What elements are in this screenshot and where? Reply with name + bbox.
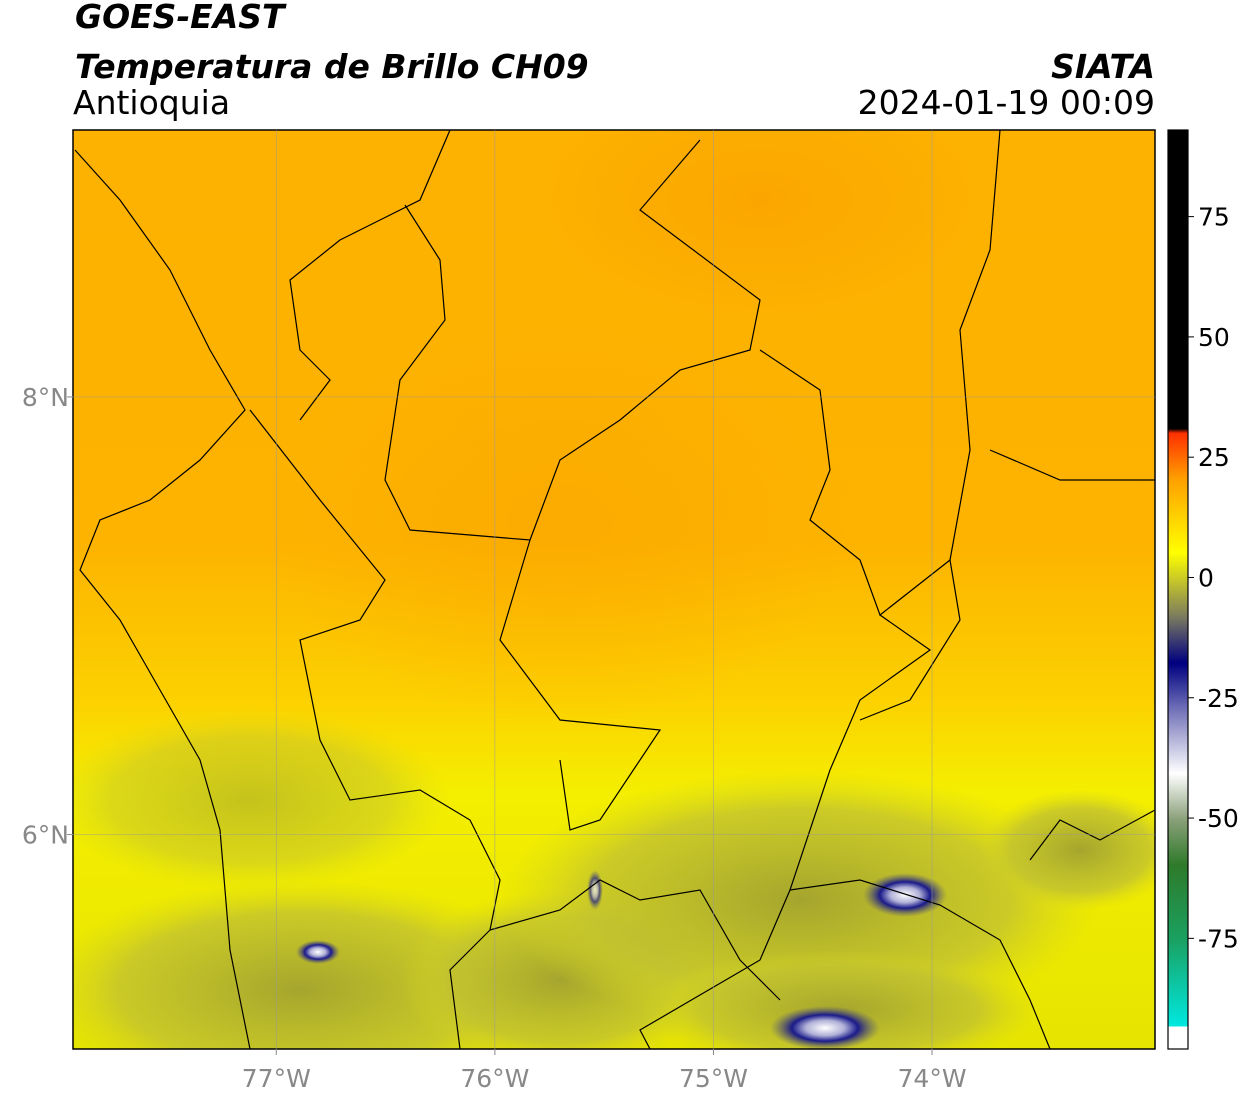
agency: SIATA: [1051, 47, 1155, 86]
colorbar-tick-label: 25: [1198, 443, 1230, 472]
x-tick-label: 74°W: [898, 1064, 967, 1093]
x-tick-label: 77°W: [242, 1064, 311, 1093]
y-tick-label: 8°N: [22, 383, 69, 412]
colorbar-tick-label: 0: [1198, 563, 1214, 592]
x-tick-label: 76°W: [460, 1064, 529, 1093]
colorbar-tick-label: -50: [1198, 804, 1239, 833]
region: Antioquia: [73, 83, 230, 122]
map-frame: [72, 129, 1156, 1050]
colorbar-tick-label: 75: [1198, 203, 1230, 232]
colorbar-tick-label: -25: [1198, 684, 1239, 713]
colorbar-tick-label: 50: [1198, 323, 1230, 352]
product: Temperatura de Brillo CH09: [75, 47, 589, 86]
datetime: 2024-01-19 00:09: [858, 83, 1155, 122]
colorbar: [1167, 129, 1189, 1050]
colorbar-tick-label: -75: [1198, 924, 1239, 953]
satellite-image: [73, 130, 1155, 1049]
x-tick-label: 75°W: [679, 1064, 748, 1093]
satellite: GOES-EAST: [75, 0, 287, 36]
y-tick-label: 6°N: [22, 821, 69, 850]
